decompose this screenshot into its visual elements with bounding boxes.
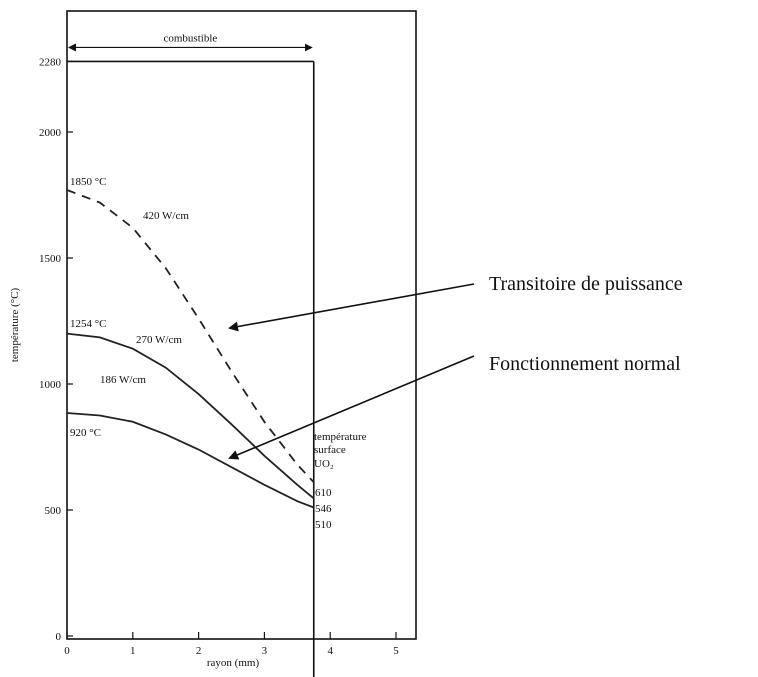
y-axis-label: température (°C) [9, 287, 21, 362]
series-line-1 [66, 332, 315, 500]
surface-546: 546 [315, 503, 332, 515]
plot-frame [66, 10, 417, 640]
x-tick-label: 2 [196, 645, 202, 657]
series-layer [66, 189, 315, 509]
surface-610: 610 [315, 487, 332, 499]
callout-normal-arrow [228, 355, 475, 460]
x-axis-ticks: 0 1 2 3 4 5 [64, 632, 399, 657]
surface-title-2: surface [314, 444, 346, 456]
callout-transitoire: Transitoire de puissance [489, 273, 683, 295]
annotation-1850: 1850 °C [70, 176, 107, 188]
x-tick-label: 3 [262, 645, 268, 657]
annotation-920: 920 °C [70, 427, 101, 439]
annotation-270wcm: 270 W/cm [136, 334, 182, 346]
y-tick-label: 2000 [39, 127, 62, 139]
annotation-1254: 1254 °C [70, 318, 107, 330]
x-tick-label: 1 [130, 645, 136, 657]
x-tick-label: 0 [64, 645, 70, 657]
y-tick-label: 1000 [39, 379, 62, 391]
x-tick-label: 4 [327, 645, 333, 657]
series-line-0 [66, 189, 315, 483]
y-tick-label: 0 [56, 631, 62, 643]
annotation-186wcm: 186 W/cm [100, 374, 146, 386]
annotation-420wcm: 420 W/cm [143, 210, 189, 222]
callout-normal: Fonctionnement normal [489, 353, 681, 375]
y-tick-label: 2280 [39, 56, 62, 68]
surface-title-3: UO₂ [314, 458, 334, 470]
surface-title-1: température [314, 431, 367, 443]
series-line-2 [66, 412, 315, 509]
combustible-label: combustible [163, 32, 217, 44]
y-tick-label: 500 [45, 505, 62, 517]
combustible-region: combustible [67, 32, 315, 677]
y-axis-ticks: 0 500 1000 1500 2000 2280 [39, 56, 73, 643]
x-tick-label: 5 [393, 645, 399, 657]
y-tick-label: 1500 [39, 253, 62, 265]
callout-transitoire-arrow [228, 283, 475, 332]
surface-510: 510 [315, 519, 332, 531]
x-axis-label: rayon (mm) [207, 657, 260, 669]
